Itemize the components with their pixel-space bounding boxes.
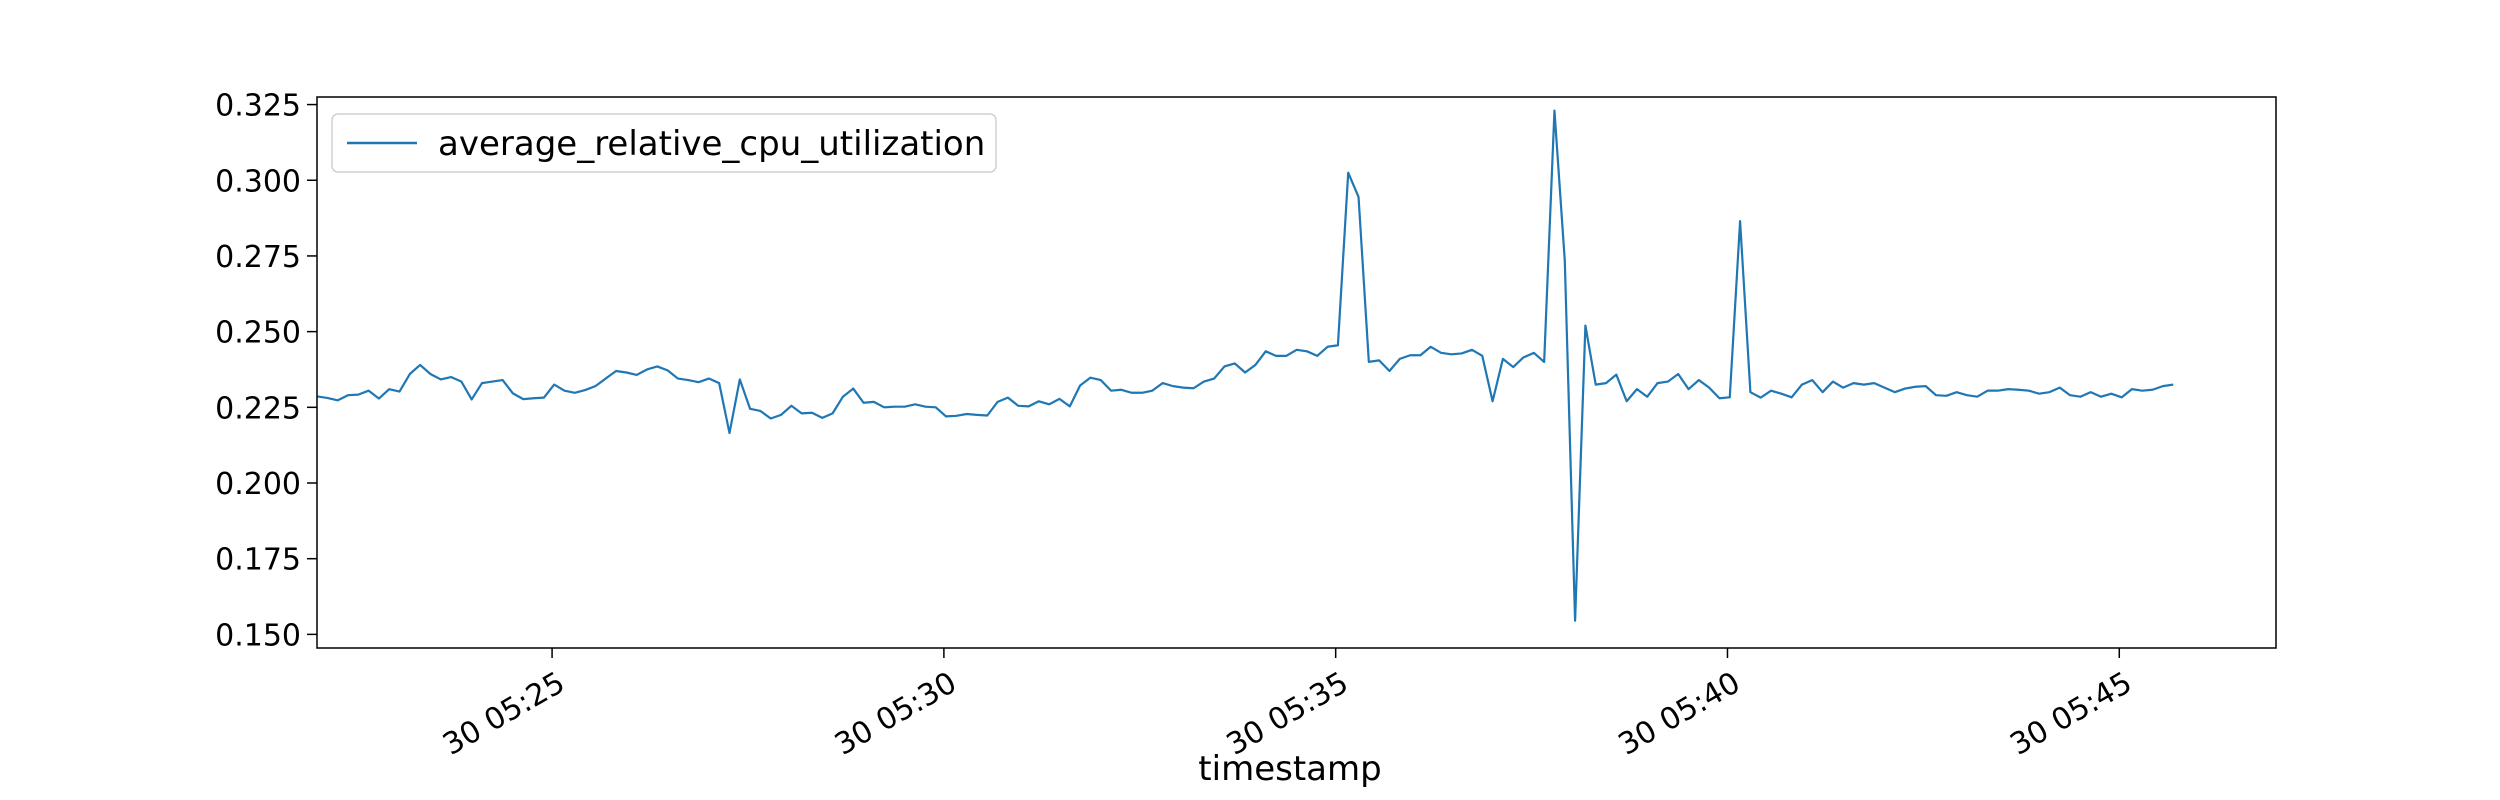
legend: average_relative_cpu_utilization (331, 113, 997, 173)
y-tick-label: 0.150 (215, 618, 301, 653)
y-tick-label: 0.200 (215, 467, 301, 502)
series-line-0 (317, 109, 2174, 622)
legend-label: average_relative_cpu_utilization (438, 124, 985, 164)
x-tick-label: 30 05:40 (1613, 665, 1747, 762)
y-axis: 0.150 0.175 0.200 0.225 0.250 0.275 0.300 0.325 (215, 89, 317, 653)
x-tick-label: 30 05:30 (829, 665, 963, 762)
y-tick-label: 0.300 (215, 164, 301, 199)
x-axis: 30 05:25 30 05:30 30 05:35 30 05:40 30 05:45 (437, 648, 2138, 763)
x-tick-label: 30 05:45 (2004, 665, 2138, 762)
legend-box (331, 113, 997, 173)
y-tick-label: 0.225 (215, 391, 301, 426)
y-tick-label: 0.175 (215, 543, 301, 578)
plot-frame (316, 96, 2277, 649)
x-axis-label: timestamp (1198, 749, 1381, 789)
y-tick-label: 0.275 (215, 240, 301, 275)
y-tick-label: 0.250 (215, 316, 301, 351)
x-tick-label: 30 05:25 (437, 665, 571, 762)
y-tick-label: 0.325 (215, 89, 301, 124)
plot-area (316, 96, 2277, 649)
